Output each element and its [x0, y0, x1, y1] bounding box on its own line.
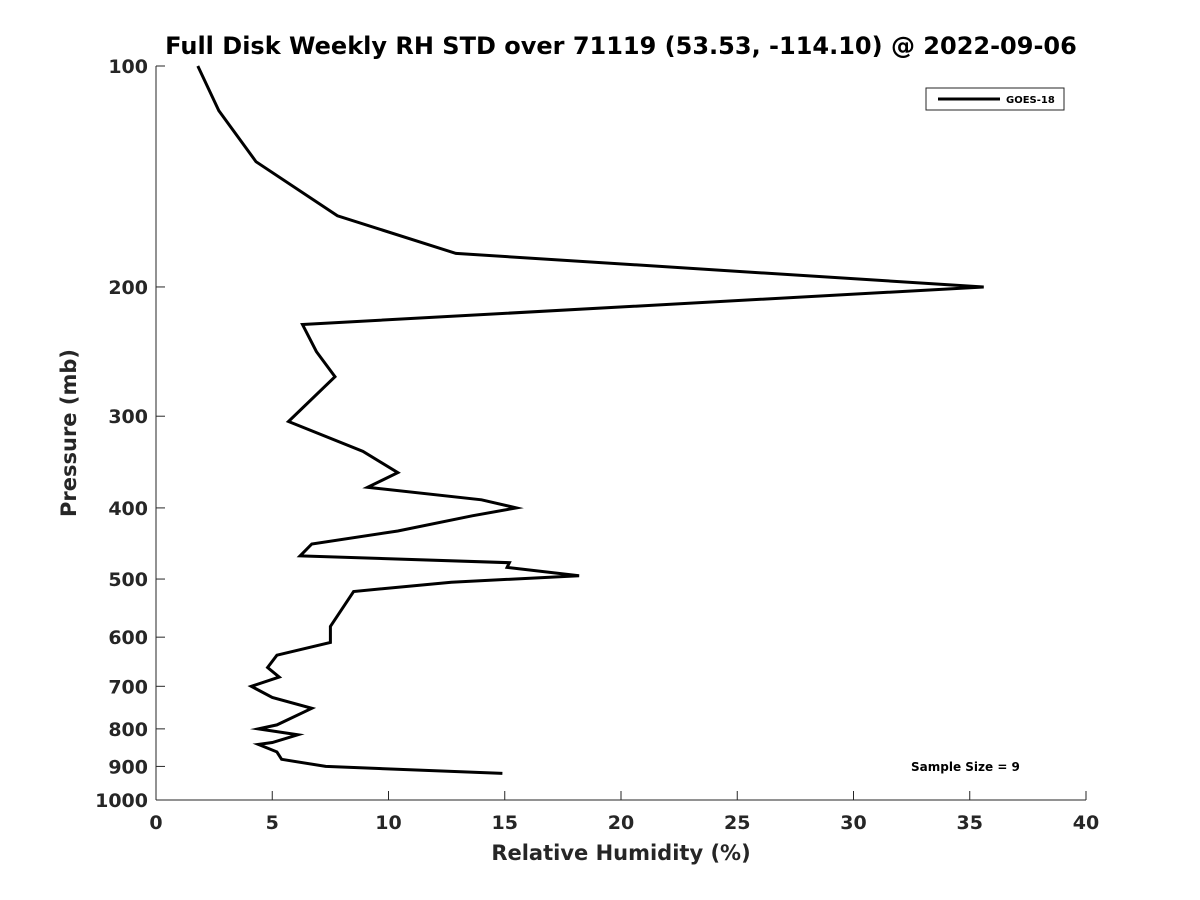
x-tick-label: 10 [375, 812, 401, 834]
legend: GOES-18 [925, 87, 1065, 111]
y-tick-label: 1000 [95, 790, 148, 812]
y-tick-label: 400 [108, 498, 148, 520]
x-tick-label: 20 [608, 812, 634, 834]
sample-size-annotation: Sample Size = 9 [911, 760, 1020, 774]
y-tick-label: 100 [108, 56, 148, 78]
series-layer [196, 65, 984, 775]
plot-area [155, 66, 1086, 801]
y-axis-label: Pressure (mb) [57, 349, 81, 517]
x-tick-label: 15 [492, 812, 518, 834]
x-tick-label: 0 [149, 812, 162, 834]
y-tick-label: 200 [108, 277, 148, 299]
x-tick-label: 40 [1073, 812, 1099, 834]
x-axis-label: Relative Humidity (%) [491, 841, 750, 865]
y-tick-label: 900 [108, 756, 148, 778]
y-tick-label: 700 [108, 676, 148, 698]
x-axis-ticks: 0 5 10 15 20 25 30 35 40 [149, 791, 1099, 834]
legend-label-goes-18: GOES-18 [1006, 95, 1055, 106]
y-tick-label: 800 [108, 719, 148, 741]
y-tick-label: 600 [108, 627, 148, 649]
y-axis-ticks: 100 200 300 400 500 600 700 800 900 1000 [95, 56, 165, 812]
series-line-goes-18 [196, 65, 984, 775]
x-tick-label: 35 [957, 812, 983, 834]
y-tick-label: 500 [108, 569, 148, 591]
y-tick-label: 300 [108, 406, 148, 428]
chart-title: Full Disk Weekly RH STD over 71119 (53.5… [165, 32, 1077, 60]
x-tick-label: 25 [724, 812, 750, 834]
x-tick-label: 30 [840, 812, 866, 834]
x-tick-label: 5 [266, 812, 279, 834]
